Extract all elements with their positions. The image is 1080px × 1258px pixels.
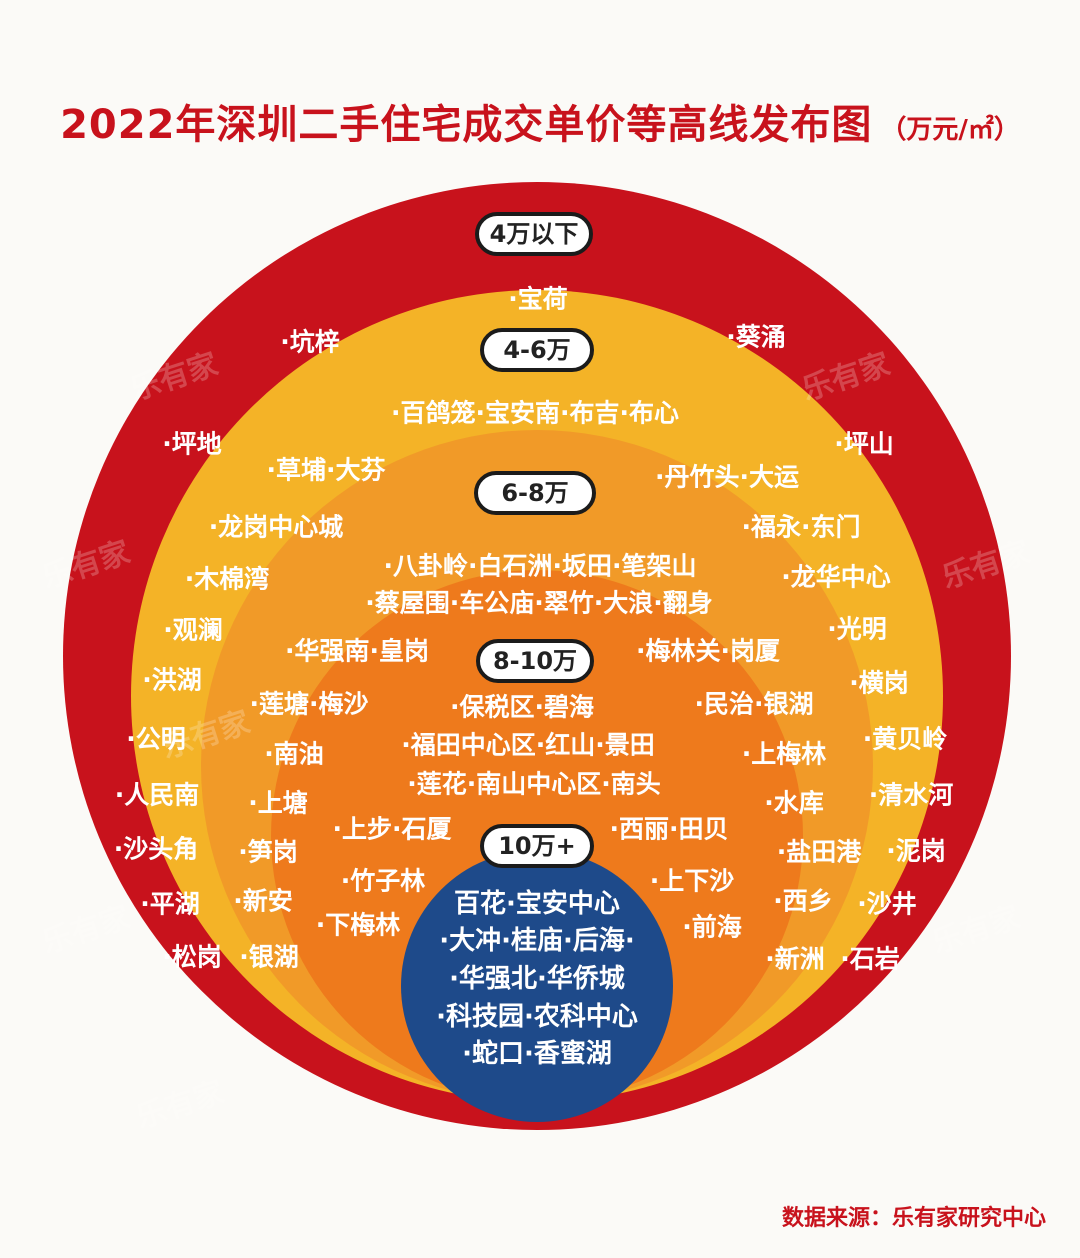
area-label: ·盐田港 xyxy=(776,837,862,867)
area-label: ·福田中心区·红山·景田 xyxy=(401,730,655,760)
area-label: ·坪山 xyxy=(834,429,894,459)
area-label: ·科技园·农科中心 xyxy=(436,1002,638,1033)
area-label: ·前海 xyxy=(682,912,742,942)
core-10-plus xyxy=(401,850,673,1122)
ring-label-6-8: 6-8万 xyxy=(474,471,596,515)
area-label: ·上梅林 xyxy=(741,739,827,769)
area-label: ·丹竹头·大运 xyxy=(655,462,799,492)
area-label: ·新洲 xyxy=(765,944,825,974)
area-label: ·石岩 xyxy=(840,944,900,974)
area-label: ·华强北·华侨城 xyxy=(449,964,625,995)
area-label: ·上下沙 xyxy=(649,866,735,896)
area-label: ·蛇口·香蜜湖 xyxy=(462,1039,612,1070)
area-label: ·保税区·碧海 xyxy=(450,692,594,722)
area-label: ·人民南 xyxy=(114,780,200,810)
area-label: ·西乡 xyxy=(773,886,833,916)
area-label: ·坑梓 xyxy=(280,327,340,357)
area-label: ·宝荷 xyxy=(508,284,568,314)
area-label: ·竹子林 xyxy=(340,866,426,896)
svg-text:10万+: 10万+ xyxy=(498,832,576,860)
area-label: ·笋岗 xyxy=(238,837,298,867)
area-label: ·蔡屋围·车公庙·翠竹·大浪·翻身 xyxy=(365,588,713,618)
title-bar: 2022年深圳二手住宅成交单价等高线发布图 （万元/㎡） xyxy=(0,92,1080,150)
area-label: ·百鸽笼·宝安南·布吉·布心 xyxy=(391,398,679,428)
area-label: ·民治·银湖 xyxy=(694,689,814,719)
area-label: ·莲花·南山中心区·南头 xyxy=(407,769,661,799)
svg-text:8-10万: 8-10万 xyxy=(493,647,577,675)
area-label: ·光明 xyxy=(827,614,887,644)
ring-label-10-plus: 10万+ xyxy=(480,824,594,868)
area-label: 百花·宝安中心 xyxy=(454,889,620,920)
ring-label-4-6: 4-6万 xyxy=(480,328,594,372)
ring-label-8-10: 8-10万 xyxy=(476,639,594,683)
area-label: ·八卦岭·白石洲·坂田·笔架山 xyxy=(383,551,697,581)
area-label: ·大冲·桂庙·后海· xyxy=(439,926,635,957)
area-label: ·上步·石厦 xyxy=(332,814,452,844)
area-label: ·梅林关·岗厦 xyxy=(636,636,780,666)
data-source: 数据来源：乐有家研究中心 xyxy=(781,1206,1046,1231)
area-label: ·平湖 xyxy=(140,889,200,919)
area-label: ·沙井 xyxy=(857,889,917,919)
area-label: ·银湖 xyxy=(239,942,299,972)
ring-label-under-4: 4万以下 xyxy=(475,212,593,256)
area-label: ·龙华中心 xyxy=(781,562,891,592)
area-label: ·草埔·大芬 xyxy=(266,455,386,485)
area-label: ·水库 xyxy=(764,788,824,818)
area-label: ·坪地 xyxy=(162,429,222,459)
area-label: ·观澜 xyxy=(163,615,223,645)
area-label: ·公明 xyxy=(126,724,186,754)
area-label: ·清水河 xyxy=(868,780,954,810)
area-label: ·南油 xyxy=(264,739,324,769)
svg-text:4-6万: 4-6万 xyxy=(503,336,570,364)
area-label: ·龙岗中心城 xyxy=(208,512,344,542)
area-label: ·木棉湾 xyxy=(184,564,270,594)
area-label: ·横岗 xyxy=(849,668,909,698)
area-label: ·洪湖 xyxy=(142,665,202,695)
area-label: ·西丽·田贝 xyxy=(609,814,729,844)
svg-text:6-8万: 6-8万 xyxy=(501,479,568,507)
area-label: ·沙头角 xyxy=(113,834,199,864)
area-label: ·福永·东门 xyxy=(741,512,861,542)
unit-label: （万元/㎡） xyxy=(880,115,1020,145)
area-label: ·下梅林 xyxy=(315,910,401,940)
area-label: ·莲塘·梅沙 xyxy=(249,689,369,719)
svg-text:4万以下: 4万以下 xyxy=(490,220,579,248)
area-label: ·黄贝岭 xyxy=(862,724,948,754)
area-label: ·葵涌 xyxy=(726,322,786,352)
chart-title: 2022年深圳二手住宅成交单价等高线发布图 xyxy=(60,102,873,148)
area-label: ·新安 xyxy=(233,886,293,916)
area-label: ·泥岗 xyxy=(886,836,946,866)
area-label: ·华强南·皇岗 xyxy=(285,636,429,666)
area-label: ·上塘 xyxy=(248,788,308,818)
area-label: ·松岗 xyxy=(162,942,222,972)
